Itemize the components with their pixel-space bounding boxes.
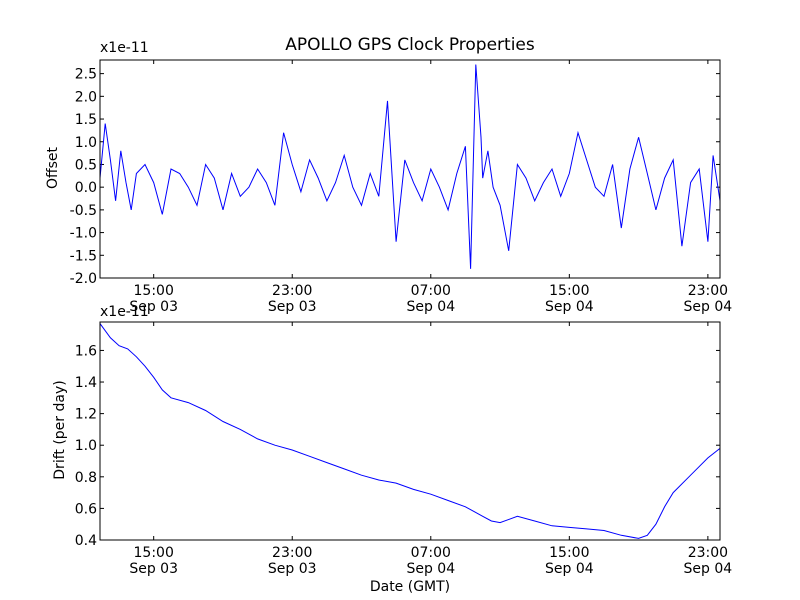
x-axis-label: Date (GMT) <box>370 579 450 595</box>
offset-y-tick-label: 1.5 <box>75 112 97 128</box>
drift-y-tick-label: 0.4 <box>75 533 97 549</box>
drift-y-tick-label: 1.0 <box>75 438 97 454</box>
offset-x-tick-date: Sep 04 <box>684 299 733 315</box>
drift-series-line <box>99 323 721 539</box>
drift-x-tick-date: Sep 04 <box>684 561 733 577</box>
offset-x-tick-date: Sep 03 <box>268 299 317 315</box>
drift-y-axis-label: Drift (per day) <box>52 380 68 479</box>
offset-x-tick-time: 07:00 <box>411 283 451 299</box>
offset-y-tick-label: -1.5 <box>70 248 97 264</box>
offset-y-tick-label: -0.5 <box>70 203 97 219</box>
drift-x-tick-time: 07:00 <box>411 545 451 561</box>
drift-y-tick-label: 1.6 <box>75 343 97 359</box>
drift-x-tick-date: Sep 04 <box>545 561 594 577</box>
offset-x-tick-date: Sep 04 <box>406 299 455 315</box>
drift-y-tick-label: 0.6 <box>75 501 97 517</box>
offset-x-tick-time: 23:00 <box>272 283 312 299</box>
offset-axes-frame <box>99 59 721 279</box>
drift-x-tick-time: 23:00 <box>688 545 728 561</box>
drift-axes-frame <box>99 321 721 541</box>
chart-title: APOLLO GPS Clock Properties <box>285 35 535 55</box>
drift-y-tick-labels: 0.4 0.6 0.8 1.0 1.2 1.4 1.6 <box>75 343 97 549</box>
offset-y-tick-labels: -2.0 -1.5 -1.0 -0.5 0.0 0.5 1.0 1.5 2.0 2.5 <box>70 67 97 287</box>
offset-y-tick-label: 2.5 <box>75 67 97 83</box>
offset-y-tick-label: -2.0 <box>70 271 97 287</box>
drift-y-tick-label: 0.8 <box>75 470 97 486</box>
offset-x-tick-time: 23:00 <box>688 283 728 299</box>
drift-exponent-label: x1e-11 <box>100 304 149 320</box>
drift-x-tick-date: Sep 03 <box>268 561 317 577</box>
drift-x-tick-date: Sep 04 <box>406 561 455 577</box>
offset-y-tick-label: 0.0 <box>75 180 97 196</box>
offset-y-tick-label: 2.0 <box>75 89 97 105</box>
offset-x-tick-time: 15:00 <box>134 283 174 299</box>
drift-x-tick-time: 15:00 <box>134 545 174 561</box>
drift-y-tick-label: 1.4 <box>75 375 97 391</box>
drift-x-tick-time: 15:00 <box>549 545 589 561</box>
offset-x-tick-date: Sep 04 <box>545 299 594 315</box>
offset-series-line <box>99 64 721 269</box>
offset-y-axis-label: Offset <box>45 146 61 189</box>
offset-y-tick-label: 0.5 <box>75 157 97 173</box>
drift-x-tick-time: 23:00 <box>272 545 312 561</box>
offset-y-tick-label: 1.0 <box>75 135 97 151</box>
offset-y-tick-label: -1.0 <box>70 226 97 242</box>
drift-y-tick-label: 1.2 <box>75 407 97 423</box>
offset-ticks <box>100 60 720 279</box>
offset-x-tick-date: Sep 03 <box>129 299 178 315</box>
offset-x-tick-time: 15:00 <box>549 283 589 299</box>
drift-x-tick-date: Sep 03 <box>129 561 178 577</box>
offset-exponent-label: x1e-11 <box>100 40 149 56</box>
